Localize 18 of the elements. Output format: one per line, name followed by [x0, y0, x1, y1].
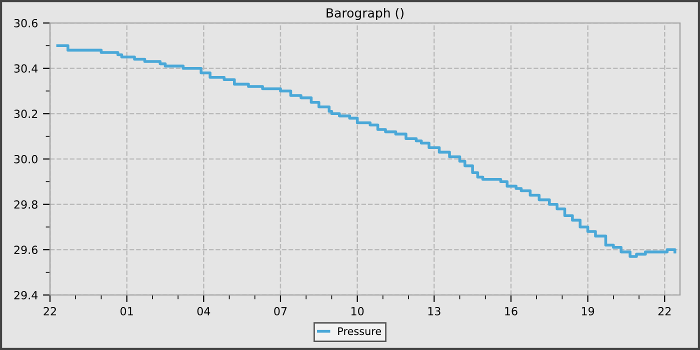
- x-tick-label: 13: [428, 307, 440, 316]
- x-tick-label: 16: [505, 307, 518, 316]
- y-tick-label: 29.8: [14, 200, 38, 209]
- y-tick-label: 29.6: [14, 246, 38, 254]
- chart-title: Barograph (): [326, 8, 404, 20]
- y-tick-label: 29.4: [14, 290, 38, 300]
- legend-label: Pressure: [338, 327, 382, 336]
- x-tick-label: 22: [44, 307, 56, 316]
- x-tick-label: 22: [658, 307, 671, 316]
- x-tick-label: 01: [120, 307, 133, 316]
- y-tick-label: 30.4: [14, 64, 38, 73]
- x-tick-label: 04: [197, 307, 210, 316]
- y-tick-label: 30.6: [14, 18, 38, 28]
- x-tick-label: 07: [274, 307, 287, 316]
- y-tick-label: 30.0: [14, 154, 38, 164]
- x-tick-label: 19: [582, 307, 594, 316]
- y-tick-label: 30.2: [14, 110, 38, 118]
- x-tick-label: 10: [351, 307, 364, 316]
